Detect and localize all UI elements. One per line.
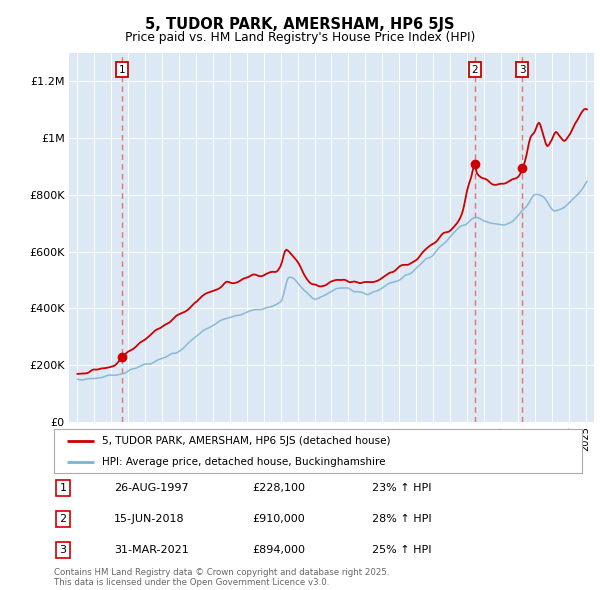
Text: 2: 2: [59, 514, 67, 524]
Text: 28% ↑ HPI: 28% ↑ HPI: [372, 514, 431, 524]
Text: 1: 1: [119, 65, 125, 75]
Text: Contains HM Land Registry data © Crown copyright and database right 2025.
This d: Contains HM Land Registry data © Crown c…: [54, 568, 389, 587]
Text: 1: 1: [59, 483, 67, 493]
Text: 23% ↑ HPI: 23% ↑ HPI: [372, 483, 431, 493]
Text: 5, TUDOR PARK, AMERSHAM, HP6 5JS (detached house): 5, TUDOR PARK, AMERSHAM, HP6 5JS (detach…: [101, 437, 390, 446]
Text: £910,000: £910,000: [252, 514, 305, 524]
Text: 26-AUG-1997: 26-AUG-1997: [114, 483, 188, 493]
Text: £228,100: £228,100: [252, 483, 305, 493]
Text: HPI: Average price, detached house, Buckinghamshire: HPI: Average price, detached house, Buck…: [101, 457, 385, 467]
Text: 2: 2: [471, 65, 478, 75]
Text: 25% ↑ HPI: 25% ↑ HPI: [372, 545, 431, 555]
Text: Price paid vs. HM Land Registry's House Price Index (HPI): Price paid vs. HM Land Registry's House …: [125, 31, 475, 44]
Text: 5, TUDOR PARK, AMERSHAM, HP6 5JS: 5, TUDOR PARK, AMERSHAM, HP6 5JS: [145, 17, 455, 31]
Text: £894,000: £894,000: [252, 545, 305, 555]
Text: 15-JUN-2018: 15-JUN-2018: [114, 514, 185, 524]
Text: 31-MAR-2021: 31-MAR-2021: [114, 545, 189, 555]
Text: 3: 3: [59, 545, 67, 555]
Text: 3: 3: [519, 65, 526, 75]
